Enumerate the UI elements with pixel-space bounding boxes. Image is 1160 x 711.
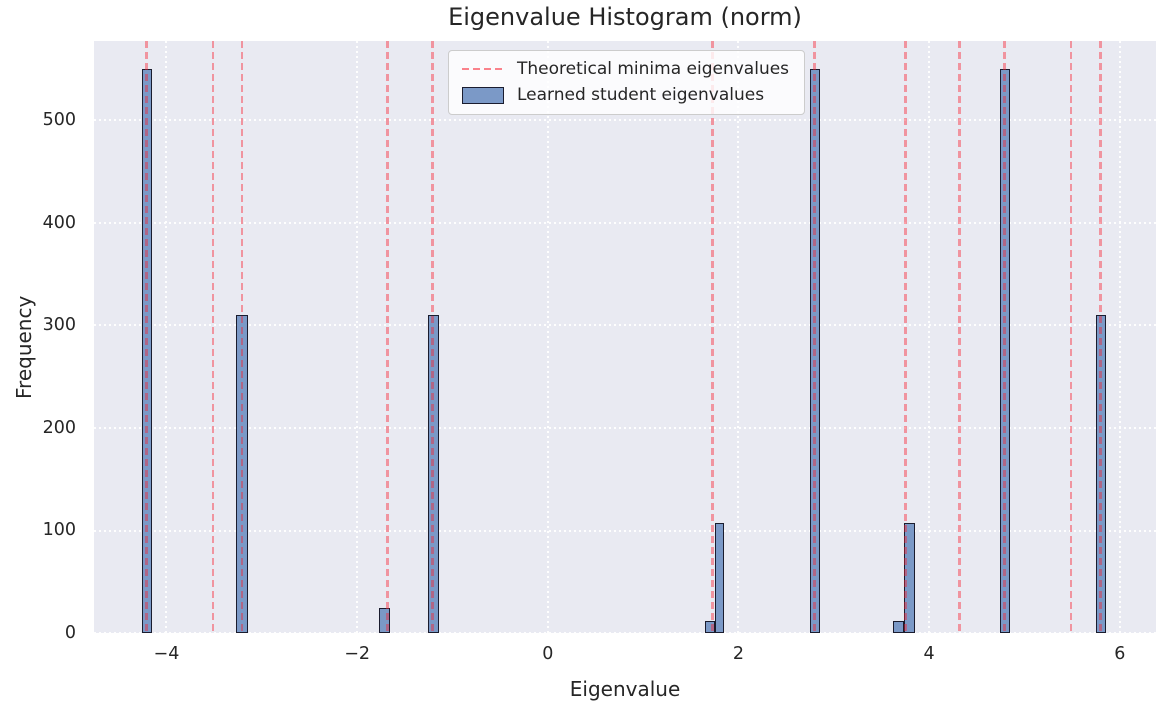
y-gridline xyxy=(94,221,1156,224)
x-gridline xyxy=(356,41,359,633)
legend-item-learned-student: Learned student eigenvalues xyxy=(462,85,789,105)
x-tick-label: 0 xyxy=(542,644,554,664)
y-tick-label: 200 xyxy=(42,417,76,438)
histogram-bar xyxy=(904,523,915,633)
y-tick-label: 100 xyxy=(42,520,76,541)
y-gridline xyxy=(94,324,1156,327)
histogram-bar xyxy=(999,69,1011,633)
theoretical-minima-line xyxy=(904,41,907,633)
histogram-bar xyxy=(379,608,390,633)
theoretical-minima-line xyxy=(958,41,961,633)
theoretical-minima-line xyxy=(145,41,148,633)
theoretical-minima-line xyxy=(813,41,816,633)
theoretical-minima-line xyxy=(431,41,434,633)
x-gridline xyxy=(546,41,549,633)
theoretical-minima-line xyxy=(711,41,714,633)
y-tick-label: 300 xyxy=(42,315,76,336)
x-gridline xyxy=(737,41,740,633)
y-tick-label: 0 xyxy=(64,623,76,643)
legend-label: Theoretical minima eigenvalues xyxy=(517,59,790,79)
theoretical-minima-line xyxy=(386,41,389,633)
y-gridline xyxy=(94,529,1156,532)
y-tick-label: 400 xyxy=(42,212,76,233)
histogram-bar xyxy=(141,69,153,633)
histogram-bar xyxy=(236,315,249,633)
histogram-bar xyxy=(809,69,821,633)
y-gridline xyxy=(94,426,1156,429)
y-gridline xyxy=(94,119,1156,122)
x-axis-label: Eigenvalue xyxy=(569,677,681,701)
theoretical-minima-line xyxy=(1003,41,1006,633)
x-tick-label: 6 xyxy=(1114,644,1126,664)
histogram-bar xyxy=(892,620,905,633)
theoretical-minima-line xyxy=(1099,41,1102,633)
theoretical-minima-line xyxy=(211,41,215,633)
x-tick-label: −4 xyxy=(153,644,180,664)
plot-area: Theoretical minima eigenvalues Learned s… xyxy=(94,41,1156,634)
y-axis-label: Frequency xyxy=(12,295,36,399)
theoretical-minima-line xyxy=(240,41,243,633)
legend: Theoretical minima eigenvalues Learned s… xyxy=(448,50,806,115)
red-dashed-line-icon xyxy=(462,67,504,71)
y-tick-label: 500 xyxy=(42,110,76,131)
legend-item-theoretical-minima: Theoretical minima eigenvalues xyxy=(462,59,789,79)
bar-swatch xyxy=(462,86,504,104)
x-tick-label: 4 xyxy=(923,644,935,664)
theoretical-minima-line xyxy=(1069,41,1073,633)
x-tick-label: −2 xyxy=(344,644,371,664)
histogram-bar xyxy=(1095,315,1107,633)
histogram-bar xyxy=(705,620,715,633)
blue-bar-icon xyxy=(462,86,504,104)
x-tick-label: 2 xyxy=(732,644,745,664)
histogram-bar xyxy=(714,523,725,633)
dashed-line-swatch xyxy=(462,67,504,71)
y-gridline xyxy=(94,632,1156,634)
x-gridline xyxy=(165,41,168,633)
legend-label: Learned student eigenvalues xyxy=(517,85,765,105)
x-gridline xyxy=(1118,41,1121,633)
chart-title: Eigenvalue Histogram (norm) xyxy=(448,3,802,31)
histogram-bar xyxy=(427,315,440,633)
x-gridline xyxy=(928,41,931,633)
